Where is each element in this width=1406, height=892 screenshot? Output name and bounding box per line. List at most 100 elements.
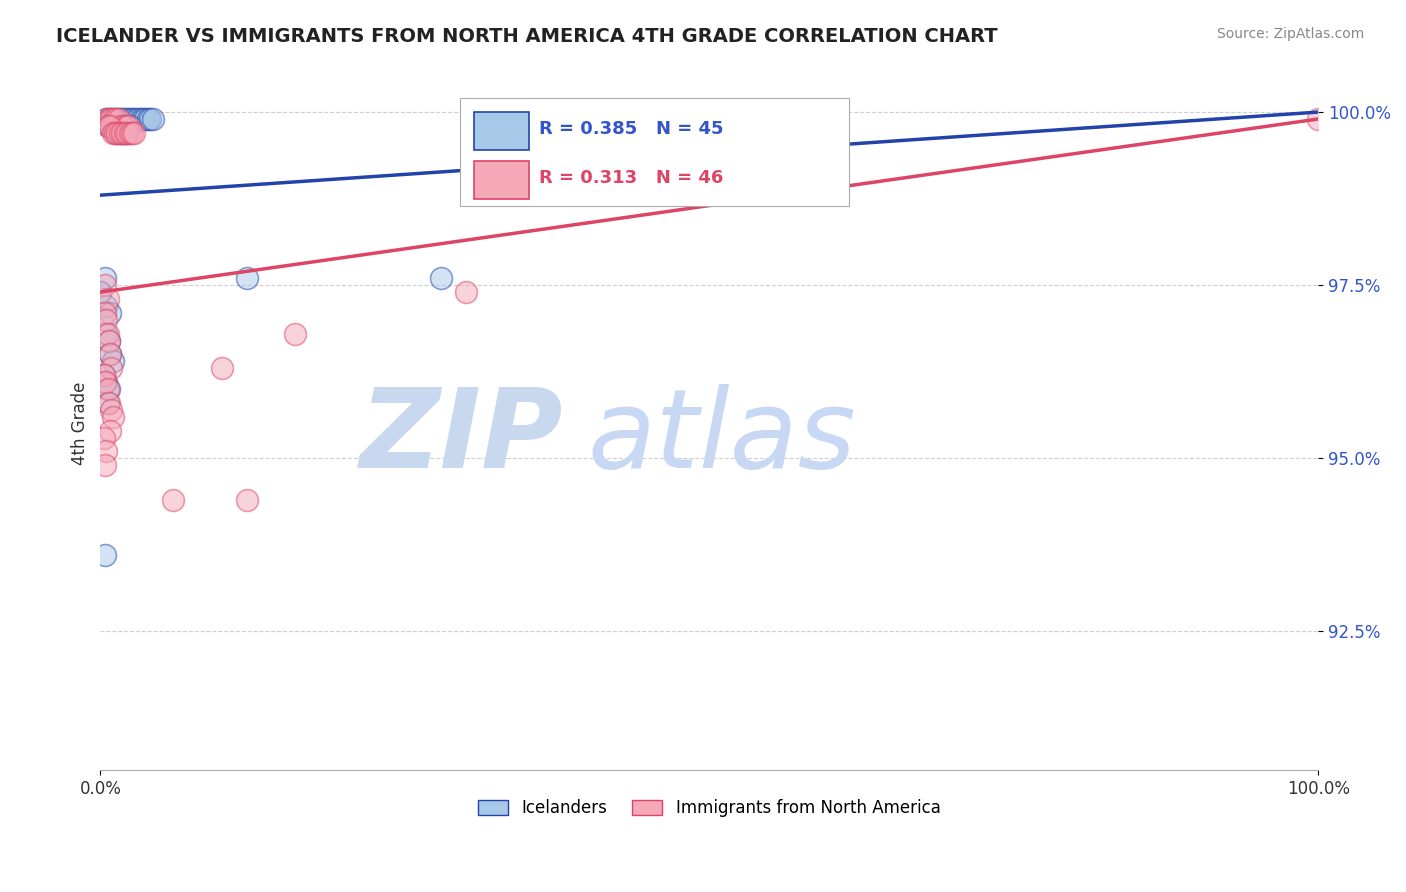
Point: [96, 313, 118, 327]
Point: [104, 119, 127, 133]
Point: [97, 112, 120, 126]
Point: [430, 271, 453, 285]
Point: [94, 306, 117, 320]
Text: ICELANDER VS IMMIGRANTS FROM NORTH AMERICA 4TH GRADE CORRELATION CHART: ICELANDER VS IMMIGRANTS FROM NORTH AMERI…: [56, 27, 998, 45]
Point: [142, 112, 165, 126]
FancyBboxPatch shape: [474, 112, 529, 150]
Point: [97, 396, 120, 410]
Point: [100, 112, 122, 126]
Point: [107, 112, 129, 126]
Point: [93, 431, 115, 445]
Point: [124, 126, 146, 140]
Point: [101, 409, 124, 424]
Point: [100, 112, 122, 126]
Point: [96, 112, 118, 126]
Text: R = 0.385   N = 45: R = 0.385 N = 45: [538, 120, 723, 138]
Point: [162, 492, 184, 507]
Point: [120, 112, 142, 126]
Point: [115, 126, 138, 140]
Point: [100, 402, 122, 417]
Point: [115, 112, 138, 126]
Point: [98, 306, 121, 320]
Point: [132, 112, 155, 126]
Point: [103, 112, 125, 126]
Point: [94, 458, 117, 473]
Point: [129, 112, 152, 126]
Point: [100, 361, 122, 376]
Point: [124, 112, 146, 126]
Point: [97, 382, 120, 396]
Point: [97, 292, 120, 306]
Point: [93, 368, 115, 383]
Point: [96, 375, 118, 389]
Point: [235, 271, 257, 285]
Point: [98, 347, 121, 361]
Point: [136, 112, 159, 126]
FancyBboxPatch shape: [460, 98, 849, 205]
Point: [104, 126, 127, 140]
Point: [96, 326, 118, 341]
FancyBboxPatch shape: [474, 161, 529, 199]
Text: ZIP: ZIP: [360, 384, 564, 491]
Point: [94, 375, 117, 389]
Text: Source: ZipAtlas.com: Source: ZipAtlas.com: [1216, 27, 1364, 41]
Point: [111, 126, 134, 140]
Point: [211, 361, 233, 376]
Point: [107, 112, 129, 126]
Point: [98, 119, 121, 133]
Point: [139, 112, 162, 126]
Legend: Icelanders, Immigrants from North America: Icelanders, Immigrants from North Americ…: [471, 793, 948, 824]
Point: [134, 112, 156, 126]
Point: [97, 119, 120, 133]
Point: [97, 112, 120, 126]
Point: [112, 119, 135, 133]
Point: [117, 112, 139, 126]
Point: [98, 119, 121, 133]
Point: [454, 285, 477, 300]
Point: [107, 126, 129, 140]
Point: [127, 112, 149, 126]
Point: [101, 119, 124, 133]
Point: [107, 126, 129, 140]
Point: [96, 444, 118, 458]
Point: [115, 126, 138, 140]
Point: [115, 119, 138, 133]
Point: [97, 119, 120, 133]
Point: [235, 492, 257, 507]
Point: [1308, 112, 1330, 126]
Point: [93, 368, 115, 383]
Point: [97, 396, 120, 410]
Point: [98, 424, 121, 438]
Text: atlas: atlas: [588, 384, 856, 491]
Point: [122, 112, 145, 126]
Point: [101, 126, 124, 140]
Point: [97, 382, 120, 396]
Point: [97, 334, 120, 348]
Point: [105, 112, 128, 126]
Point: [110, 119, 132, 133]
Y-axis label: 4th Grade: 4th Grade: [72, 382, 89, 466]
Point: [98, 347, 121, 361]
Point: [94, 549, 117, 563]
Point: [108, 126, 131, 140]
Point: [108, 126, 131, 140]
Point: [94, 271, 117, 285]
Point: [118, 119, 141, 133]
Point: [114, 126, 136, 140]
Point: [97, 334, 120, 348]
Point: [114, 126, 136, 140]
Point: [118, 126, 141, 140]
Point: [97, 326, 120, 341]
Point: [103, 112, 125, 126]
Point: [105, 112, 128, 126]
Point: [89, 285, 111, 300]
Point: [101, 354, 124, 368]
Point: [111, 126, 134, 140]
Point: [121, 126, 143, 140]
Point: [112, 112, 135, 126]
Point: [284, 326, 307, 341]
Point: [110, 112, 132, 126]
Point: [96, 299, 118, 313]
Point: [117, 119, 139, 133]
Text: R = 0.313   N = 46: R = 0.313 N = 46: [538, 169, 723, 186]
